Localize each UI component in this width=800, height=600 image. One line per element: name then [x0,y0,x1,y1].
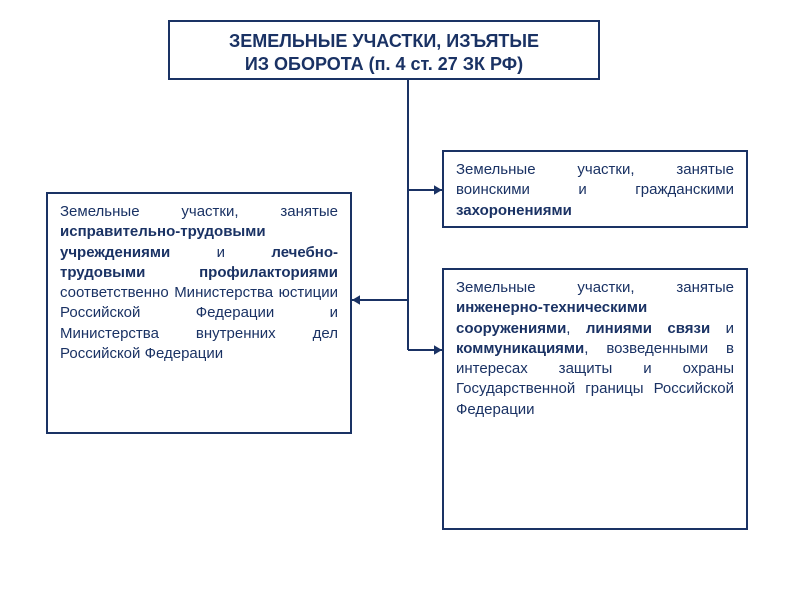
title-line-2: ИЗ ОБОРОТА (п. 4 ст. 27 ЗК РФ) [245,54,523,74]
node-right-top: Земельные участки, занятые воинскими и г… [442,150,748,228]
node-right-bottom: Земельные участки, занятые инженерно-тех… [442,268,748,530]
node-left: Земельные участки, занятые исправительно… [46,192,352,434]
title-line-1: ЗЕМЕЛЬНЫЕ УЧАСТКИ, ИЗЪЯТЫЕ [229,31,539,51]
diagram-title-box: ЗЕМЕЛЬНЫЕ УЧАСТКИ, ИЗЪЯТЫЕ ИЗ ОБОРОТА (п… [168,20,600,80]
